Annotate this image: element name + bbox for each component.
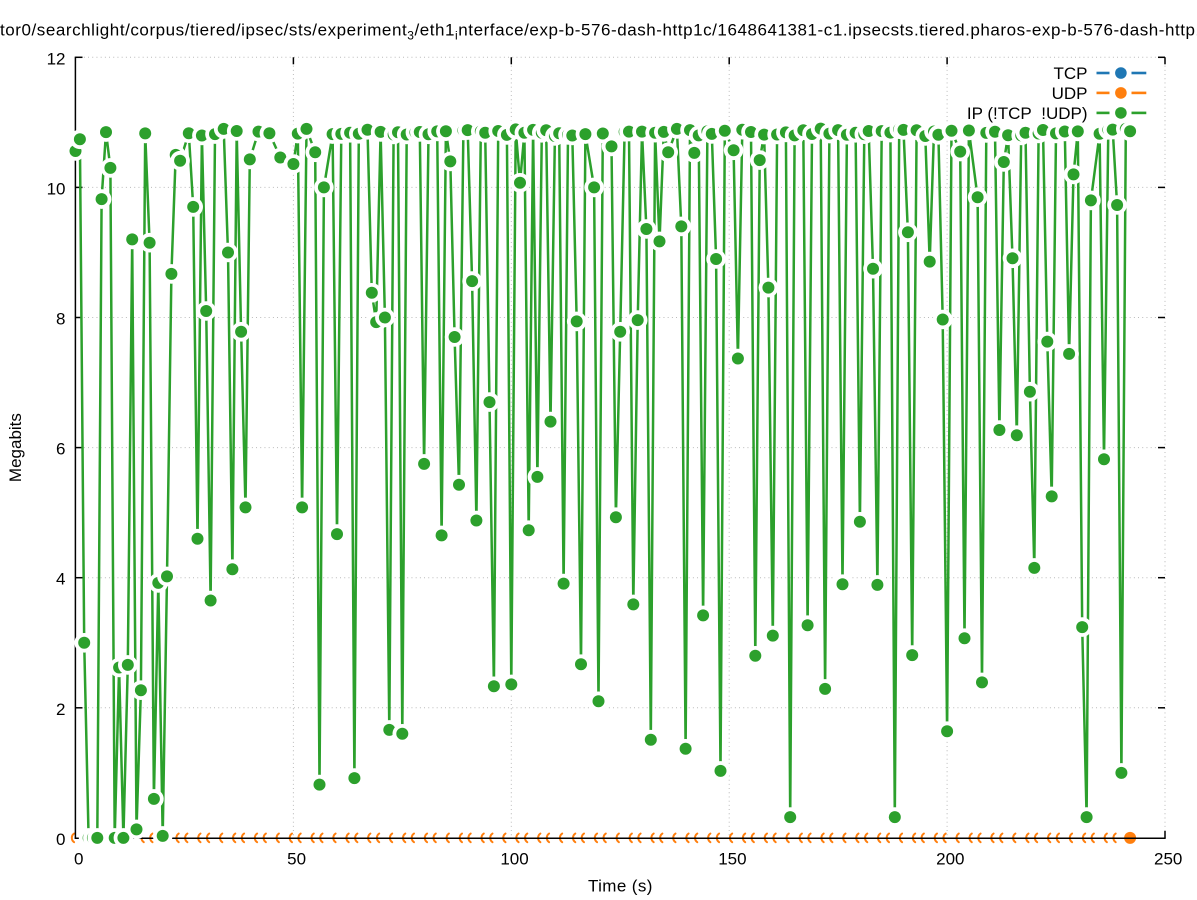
svg-text:6: 6 bbox=[56, 440, 65, 459]
svg-text:0: 0 bbox=[56, 830, 65, 849]
svg-text:UDP: UDP bbox=[1052, 84, 1088, 103]
svg-text:IP (!TCP !UDP): IP (!TCP !UDP) bbox=[967, 104, 1088, 123]
svg-text:8: 8 bbox=[56, 310, 65, 329]
svg-text:12: 12 bbox=[47, 49, 66, 68]
svg-text:250: 250 bbox=[1154, 850, 1182, 869]
svg-text:Time (s): Time (s) bbox=[588, 877, 653, 896]
svg-text:TCP: TCP bbox=[1054, 64, 1088, 83]
svg-text:100: 100 bbox=[500, 850, 528, 869]
svg-text:monitor0/searchlight/corpus/ti: monitor0/searchlight/corpus/tiered/ipsec… bbox=[0, 20, 1197, 42]
svg-text:2: 2 bbox=[56, 700, 65, 719]
svg-text:50: 50 bbox=[287, 850, 306, 869]
svg-text:4: 4 bbox=[56, 570, 65, 589]
svg-text:150: 150 bbox=[718, 850, 746, 869]
svg-text:10: 10 bbox=[47, 179, 66, 198]
svg-text:200: 200 bbox=[936, 850, 964, 869]
svg-text:0: 0 bbox=[74, 850, 83, 869]
svg-text:Megabits: Megabits bbox=[6, 413, 25, 482]
